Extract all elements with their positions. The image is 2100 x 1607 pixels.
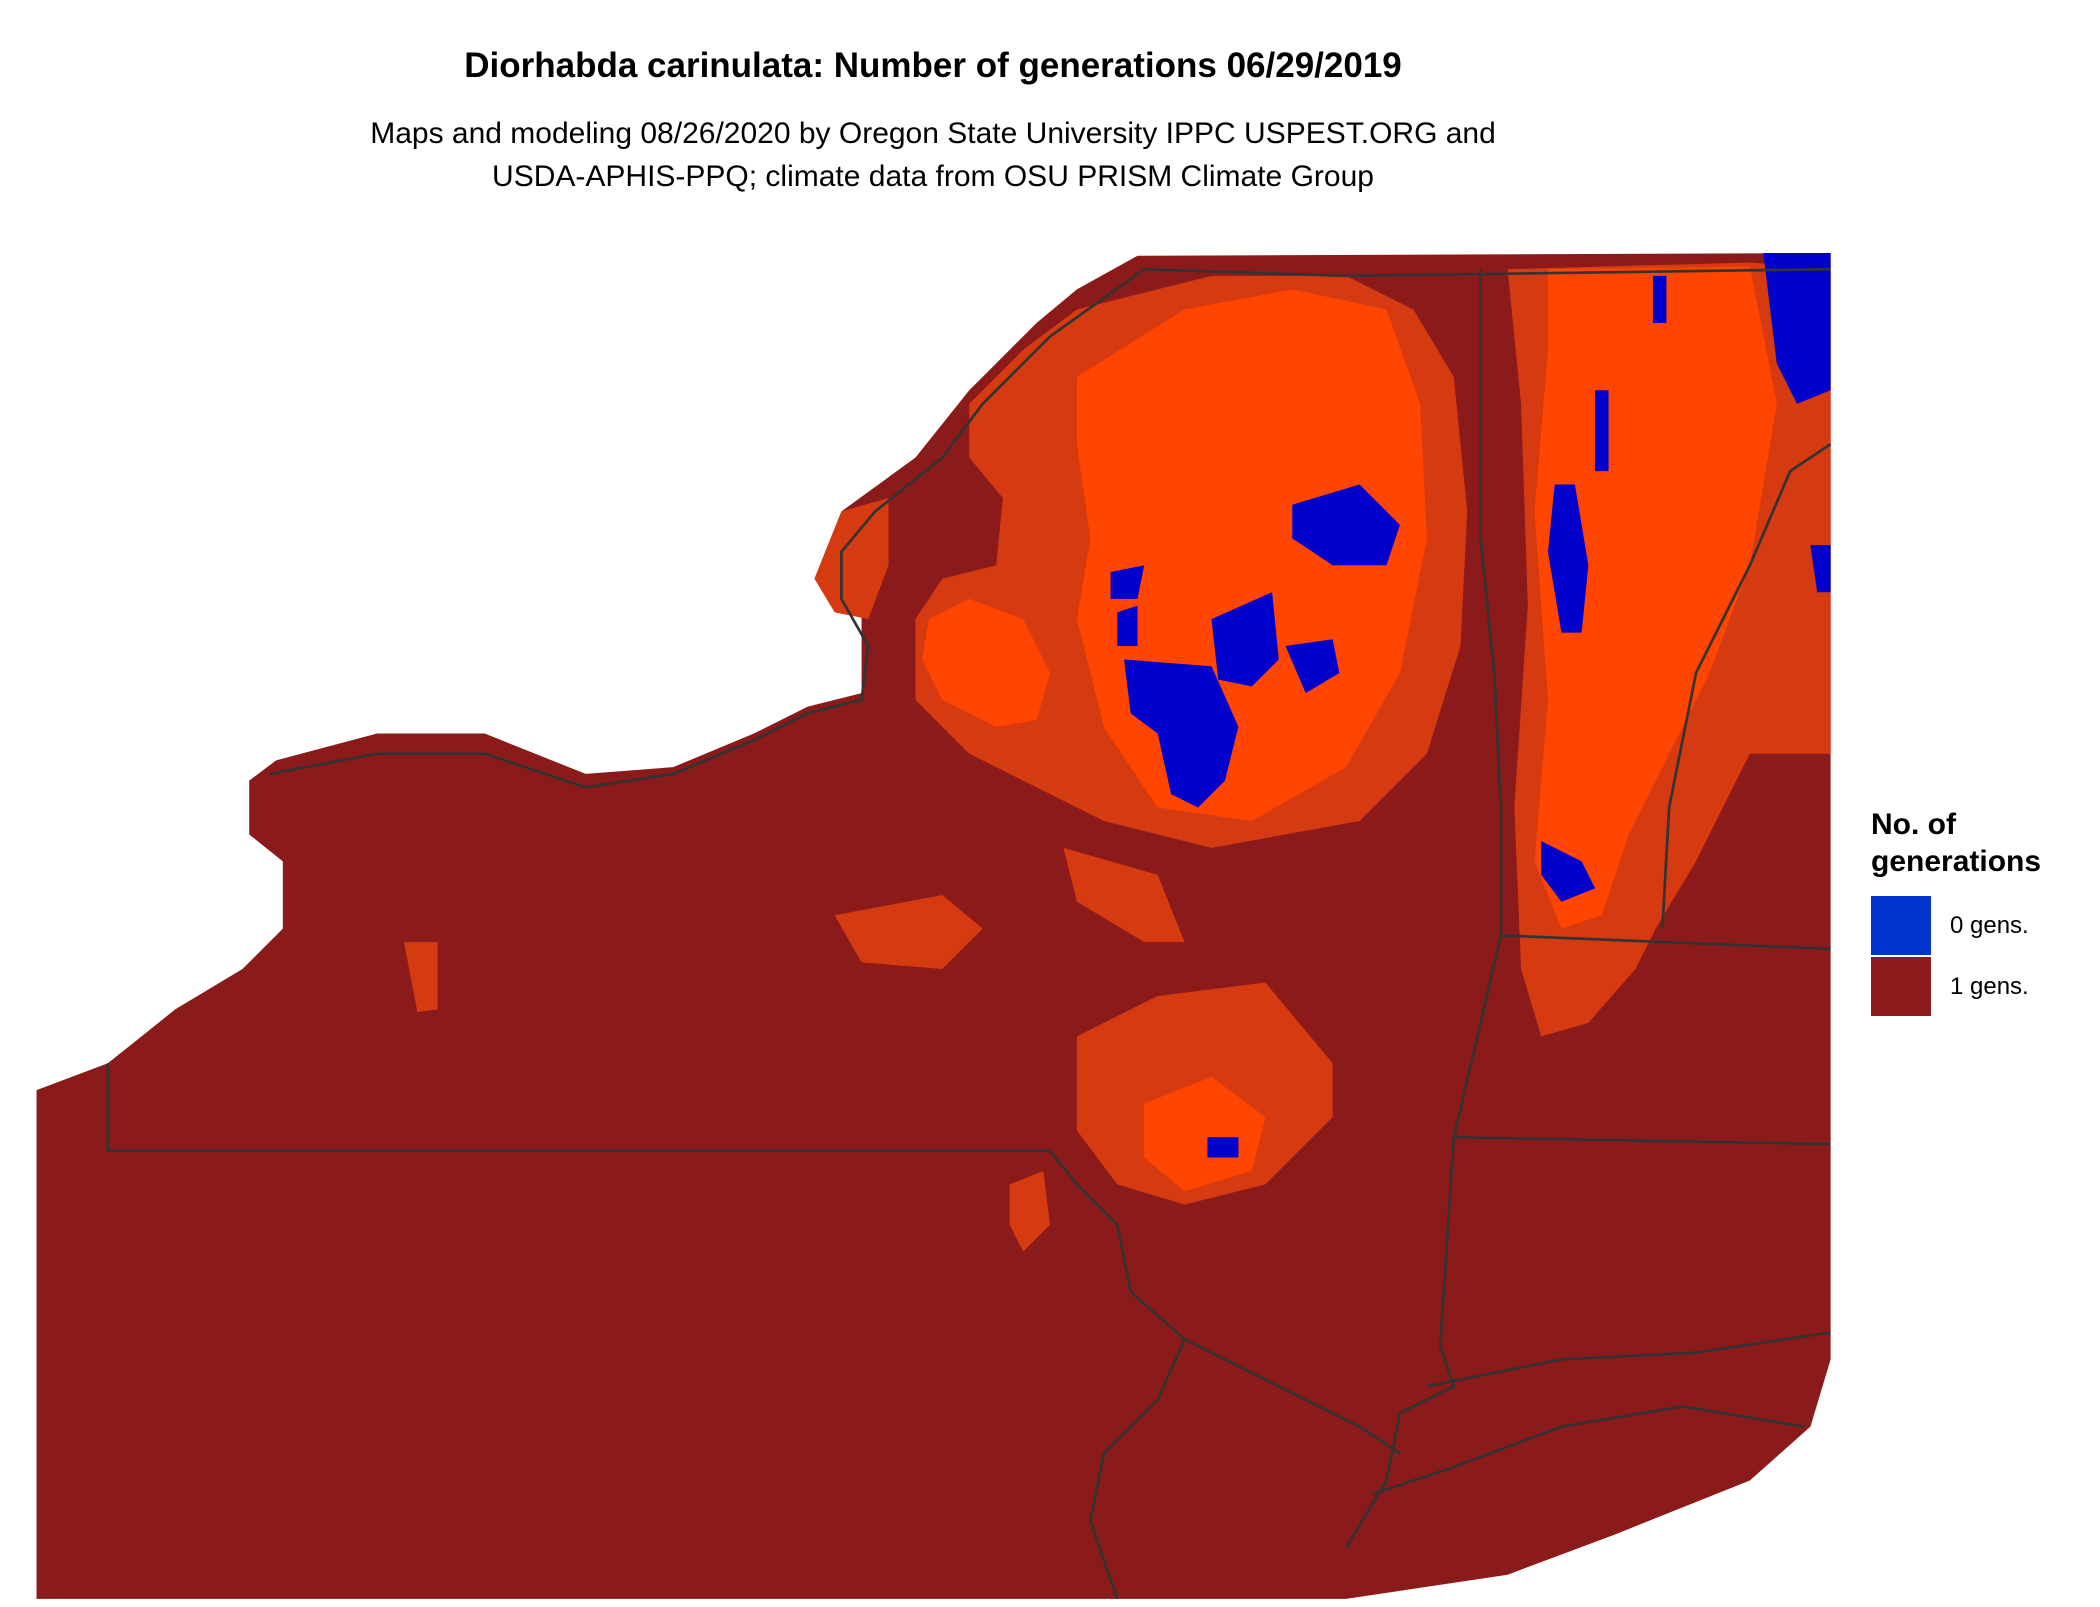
legend-swatch [1871, 957, 1931, 1016]
subtitle-line: Maps and modeling 08/26/2020 by Oregon S… [370, 117, 1496, 150]
legend-swatch [1871, 896, 1931, 955]
cold-zone [1110, 253, 1831, 1158]
subtitle-line: USDA-APHIS-PPQ; climate data from OSU PR… [492, 160, 1374, 193]
legend-title: No. of generations [1871, 808, 2042, 878]
legend-label: 1 gens. [1950, 973, 2029, 1000]
boundaries [106, 267, 1832, 1600]
legend-label: 0 gens. [1950, 912, 2029, 939]
title: Diorhabda carinulata: Number of generati… [464, 46, 1402, 85]
warm-zone [403, 262, 1831, 1252]
